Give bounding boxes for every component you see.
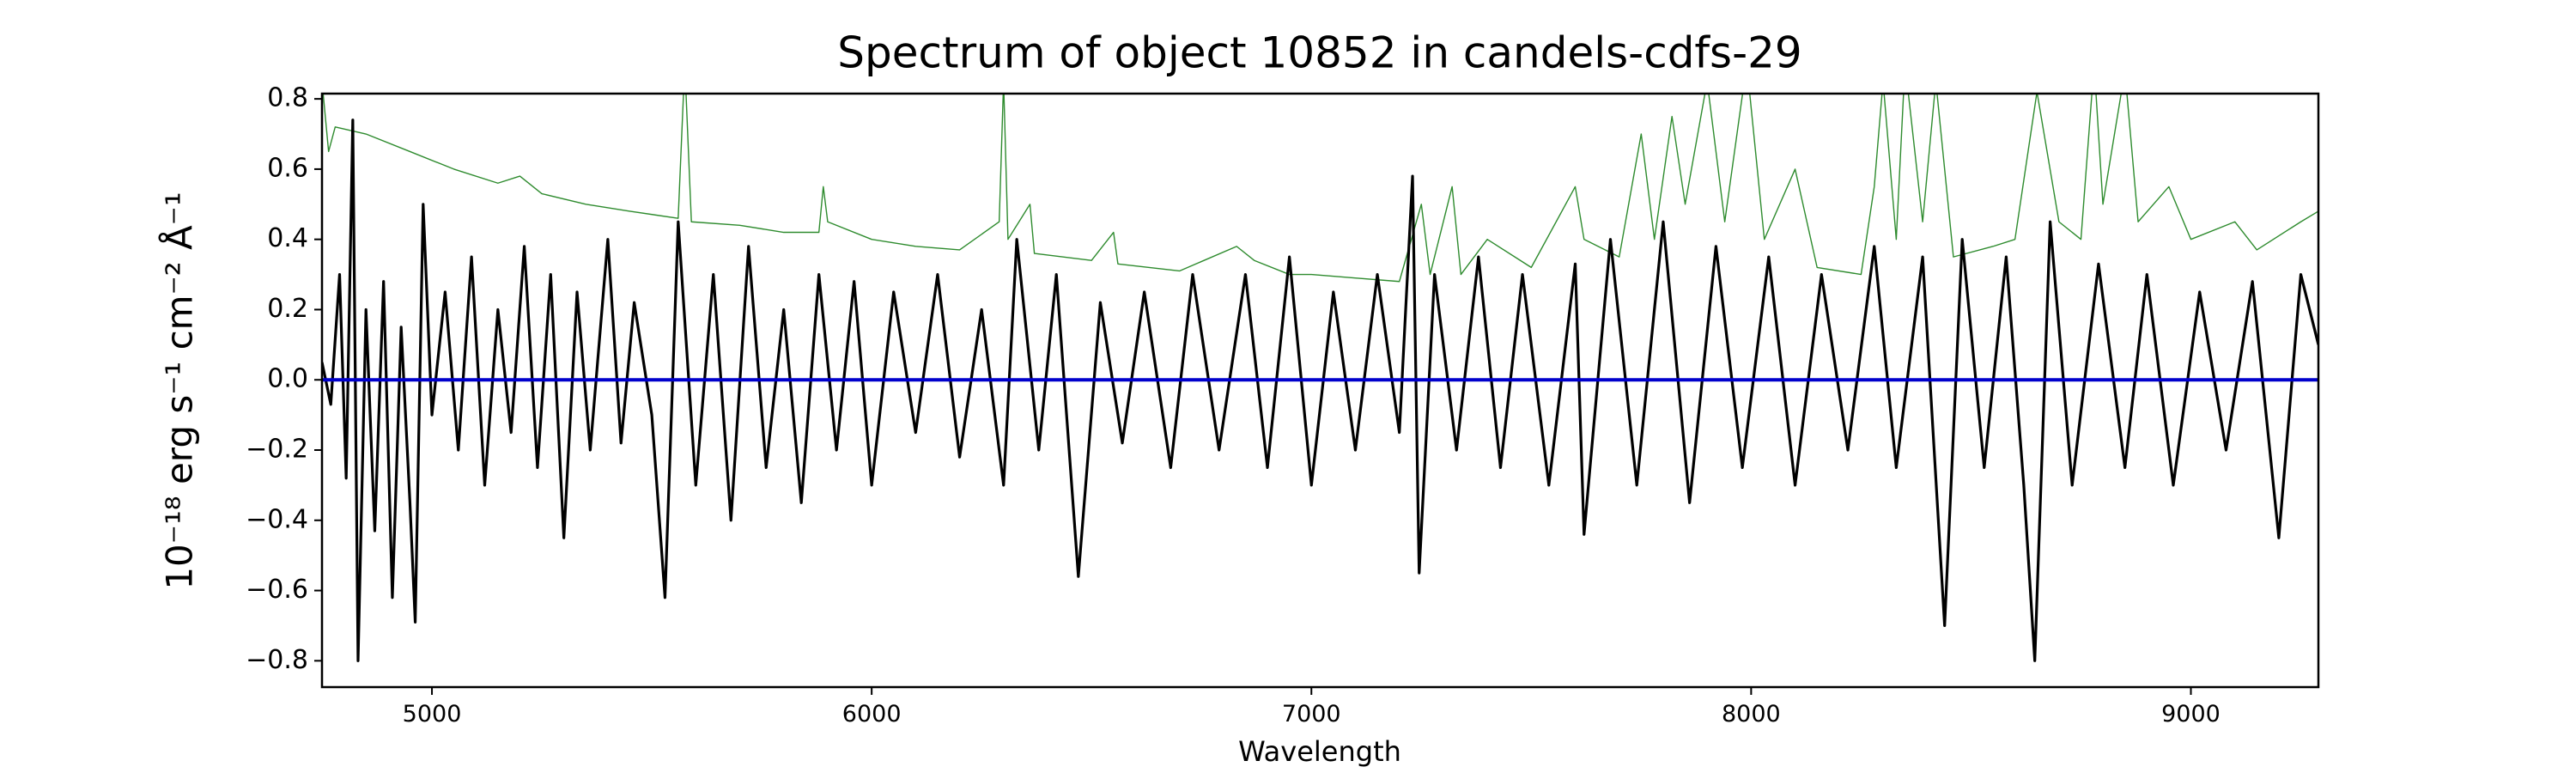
y-tick-label: 0.2 [267, 294, 308, 324]
axes-frame [320, 92, 2320, 689]
y-tick-label: 0.4 [267, 223, 308, 253]
y-tick-label: −0.4 [246, 504, 308, 534]
x-axis-label: Wavelength [1238, 735, 1401, 768]
spectrum-line [322, 94, 2318, 283]
plot-area [322, 94, 2318, 662]
x-tick-label: 6000 [842, 701, 902, 727]
y-tick-label: 0.0 [267, 364, 308, 394]
x-tick-label: 5000 [403, 701, 462, 727]
spectrum-line [322, 119, 2318, 662]
y-tick-label: 0.6 [267, 153, 308, 183]
chart-title: Spectrum of object 10852 in candels-cdfs… [837, 28, 1802, 78]
y-tick-label: −0.2 [246, 435, 308, 465]
y-axis-label: 10⁻¹⁸ erg s⁻¹ cm⁻² Å⁻¹ [158, 192, 201, 589]
x-tick-label: 7000 [1282, 701, 1341, 727]
y-tick-label: −0.8 [246, 645, 308, 675]
x-tick-label: 9000 [2161, 701, 2221, 727]
y-tick-label: −0.6 [246, 575, 308, 605]
x-tick-label: 8000 [1722, 701, 1781, 727]
y-tick-label: 0.8 [267, 83, 308, 113]
